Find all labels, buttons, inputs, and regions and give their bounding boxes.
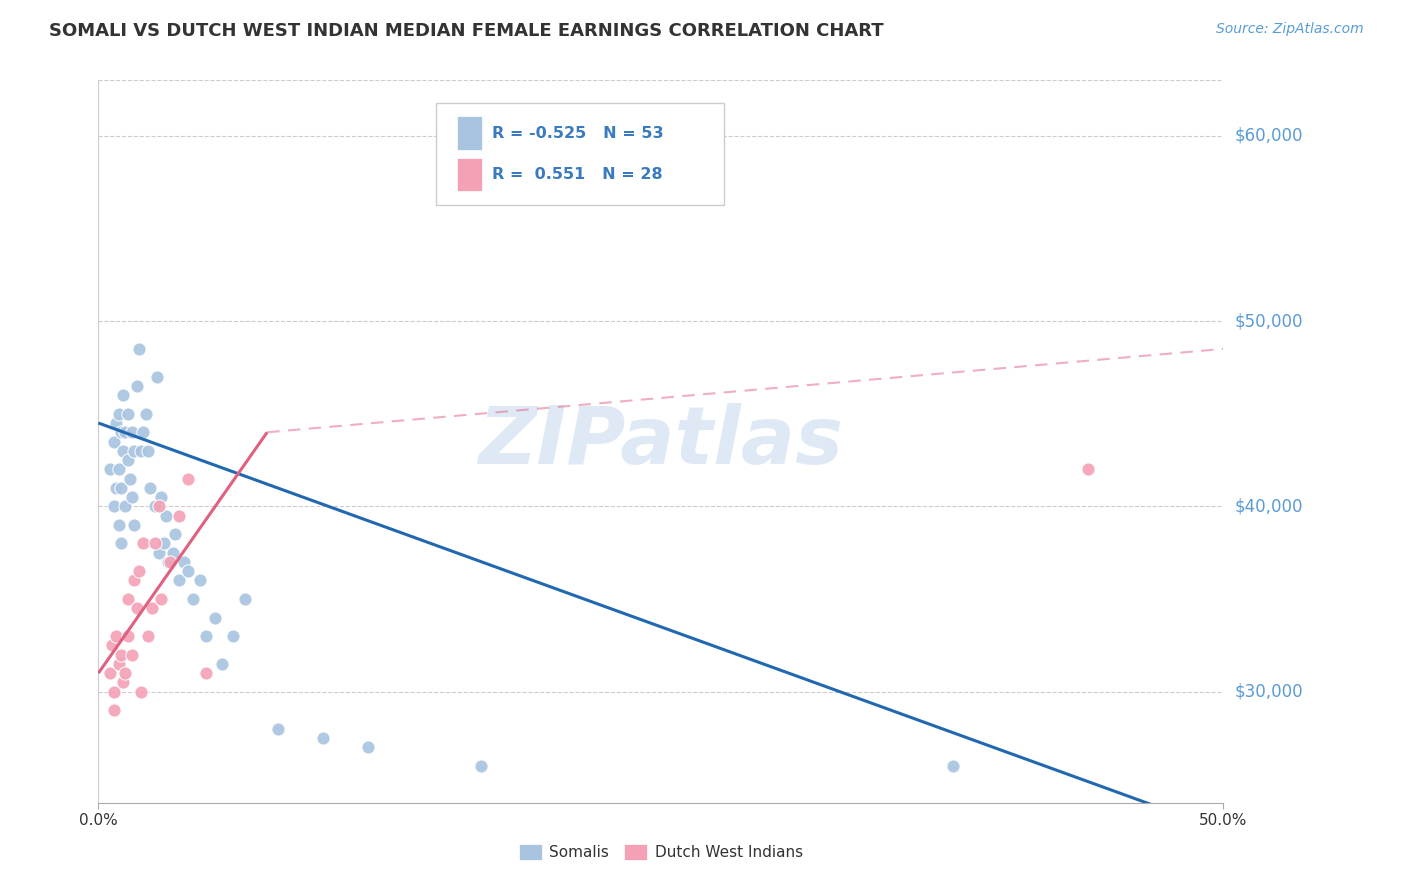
Point: [107, 657, 129, 671]
Text: $60,000: $60,000: [1234, 127, 1303, 145]
Point: [152, 536, 174, 550]
Point: [107, 407, 129, 421]
Point: [98, 462, 121, 476]
Point: [105, 629, 128, 643]
Point: [103, 703, 125, 717]
Point: [114, 425, 136, 440]
Point: [148, 546, 170, 560]
Text: R = -0.525   N = 53: R = -0.525 N = 53: [492, 126, 664, 141]
Point: [157, 555, 180, 569]
Point: [159, 555, 181, 569]
Point: [105, 481, 128, 495]
Point: [105, 416, 128, 430]
Point: [114, 666, 136, 681]
Point: [98, 666, 121, 681]
Point: [169, 574, 191, 588]
Point: [121, 648, 143, 662]
Point: [125, 601, 148, 615]
Point: [117, 453, 139, 467]
Point: [146, 369, 169, 384]
Text: $50,000: $50,000: [1234, 312, 1303, 330]
Text: $40,000: $40,000: [1234, 498, 1303, 516]
Point: [162, 546, 184, 560]
Point: [188, 574, 211, 588]
Point: [148, 500, 170, 514]
Point: [143, 536, 166, 550]
Point: [128, 342, 150, 356]
Point: [163, 527, 186, 541]
Point: [173, 555, 195, 569]
Point: [121, 425, 143, 440]
Point: [101, 638, 124, 652]
Point: [124, 574, 146, 588]
Point: [195, 629, 218, 643]
Point: [125, 379, 148, 393]
Point: [1077, 462, 1099, 476]
Point: [112, 443, 135, 458]
Point: [128, 564, 150, 578]
Text: Source: ZipAtlas.com: Source: ZipAtlas.com: [1216, 22, 1364, 37]
Point: [117, 629, 139, 643]
Point: [124, 443, 146, 458]
Point: [117, 407, 139, 421]
Point: [312, 731, 335, 745]
Point: [117, 592, 139, 607]
Point: [942, 758, 965, 772]
Point: [124, 517, 146, 532]
Point: [211, 657, 233, 671]
Point: [267, 722, 290, 736]
Point: [195, 666, 218, 681]
Point: [110, 536, 132, 550]
Point: [181, 592, 204, 607]
Point: [121, 490, 143, 504]
Point: [233, 592, 256, 607]
Point: [136, 629, 159, 643]
Point: [103, 500, 125, 514]
Point: [222, 629, 245, 643]
Point: [470, 758, 492, 772]
Point: [112, 675, 135, 690]
Point: [118, 472, 141, 486]
Point: [132, 536, 155, 550]
Point: [136, 443, 159, 458]
Point: [107, 517, 129, 532]
Text: $30,000: $30,000: [1234, 682, 1303, 700]
Point: [150, 592, 173, 607]
Point: [141, 601, 163, 615]
Point: [103, 434, 125, 449]
Point: [107, 462, 129, 476]
Point: [139, 481, 162, 495]
Point: [177, 564, 200, 578]
Point: [357, 740, 380, 755]
Text: R =  0.551   N = 28: R = 0.551 N = 28: [492, 167, 662, 182]
Point: [129, 443, 152, 458]
Text: SOMALI VS DUTCH WEST INDIAN MEDIAN FEMALE EARNINGS CORRELATION CHART: SOMALI VS DUTCH WEST INDIAN MEDIAN FEMAL…: [49, 22, 884, 40]
Point: [114, 500, 136, 514]
Point: [135, 407, 157, 421]
Point: [110, 648, 132, 662]
Point: [110, 425, 132, 440]
Legend: Somalis, Dutch West Indians: Somalis, Dutch West Indians: [519, 844, 803, 860]
Point: [143, 500, 166, 514]
Point: [112, 388, 135, 402]
Point: [132, 425, 155, 440]
Point: [110, 481, 132, 495]
Point: [150, 490, 173, 504]
Point: [177, 472, 200, 486]
Point: [169, 508, 191, 523]
Point: [204, 610, 226, 624]
Point: [103, 684, 125, 698]
Point: [129, 684, 152, 698]
Point: [155, 508, 177, 523]
Text: ZIPatlas: ZIPatlas: [478, 402, 844, 481]
